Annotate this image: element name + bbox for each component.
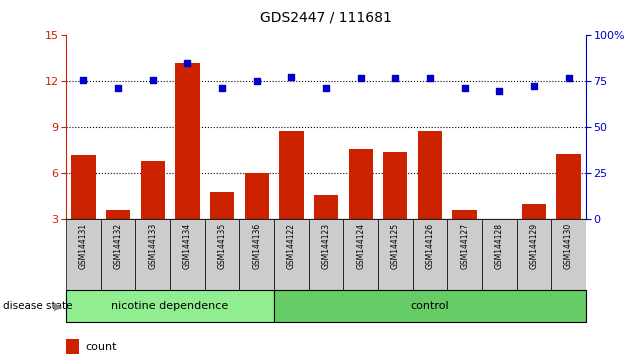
Text: GSM144135: GSM144135	[217, 223, 227, 269]
Point	[321, 85, 331, 90]
Bar	[343, 219, 378, 290]
Point	[147, 77, 158, 83]
Point	[529, 83, 539, 89]
Bar	[210, 192, 234, 219]
Text: GSM144123: GSM144123	[321, 223, 331, 269]
Text: GSM144124: GSM144124	[356, 223, 365, 269]
Bar	[66, 290, 274, 322]
Bar	[418, 131, 442, 219]
Bar	[447, 219, 482, 290]
Bar	[244, 173, 269, 219]
Bar	[274, 290, 586, 322]
Point	[390, 75, 400, 81]
Text: GSM144131: GSM144131	[79, 223, 88, 269]
Bar	[170, 219, 205, 290]
Text: GSM144122: GSM144122	[287, 223, 296, 269]
Text: control: control	[411, 301, 449, 311]
Text: ▶: ▶	[54, 301, 63, 311]
Point	[217, 85, 227, 90]
Point	[286, 74, 297, 80]
Bar	[348, 149, 373, 219]
Text: GDS2447 / 111681: GDS2447 / 111681	[260, 11, 392, 25]
Bar	[309, 219, 343, 290]
Text: GSM144134: GSM144134	[183, 223, 192, 269]
Bar	[314, 195, 338, 219]
Bar	[135, 219, 170, 290]
Bar	[66, 219, 101, 290]
Text: disease state: disease state	[3, 301, 72, 311]
Text: GSM144128: GSM144128	[495, 223, 504, 269]
Text: count: count	[85, 342, 117, 352]
Text: GSM144127: GSM144127	[460, 223, 469, 269]
Point	[425, 75, 435, 81]
Bar	[106, 210, 130, 219]
Point	[78, 77, 88, 83]
Bar	[413, 219, 447, 290]
Bar	[279, 131, 304, 219]
Bar	[383, 152, 408, 219]
Bar	[378, 219, 413, 290]
Bar	[551, 219, 586, 290]
Text: GSM144132: GSM144132	[113, 223, 123, 269]
Bar	[71, 155, 96, 219]
Text: GSM144125: GSM144125	[391, 223, 400, 269]
Text: GSM144136: GSM144136	[252, 223, 261, 269]
Bar	[205, 219, 239, 290]
Text: GSM144129: GSM144129	[529, 223, 539, 269]
Bar	[239, 219, 274, 290]
Text: GSM144133: GSM144133	[148, 223, 158, 269]
Point	[113, 85, 123, 90]
Point	[252, 79, 262, 84]
Point	[563, 75, 573, 81]
Bar	[452, 210, 477, 219]
Bar	[556, 154, 581, 219]
Text: nicotine dependence: nicotine dependence	[112, 301, 229, 311]
Text: GSM144126: GSM144126	[425, 223, 435, 269]
Bar	[140, 161, 165, 219]
Point	[355, 75, 365, 81]
Point	[460, 85, 470, 90]
Point	[183, 60, 193, 66]
Point	[494, 88, 504, 93]
Bar	[101, 219, 135, 290]
Bar	[522, 204, 546, 219]
Bar	[517, 219, 551, 290]
Bar	[274, 219, 309, 290]
Bar	[482, 219, 517, 290]
Text: GSM144130: GSM144130	[564, 223, 573, 269]
Bar	[175, 63, 200, 219]
Bar	[66, 339, 79, 354]
